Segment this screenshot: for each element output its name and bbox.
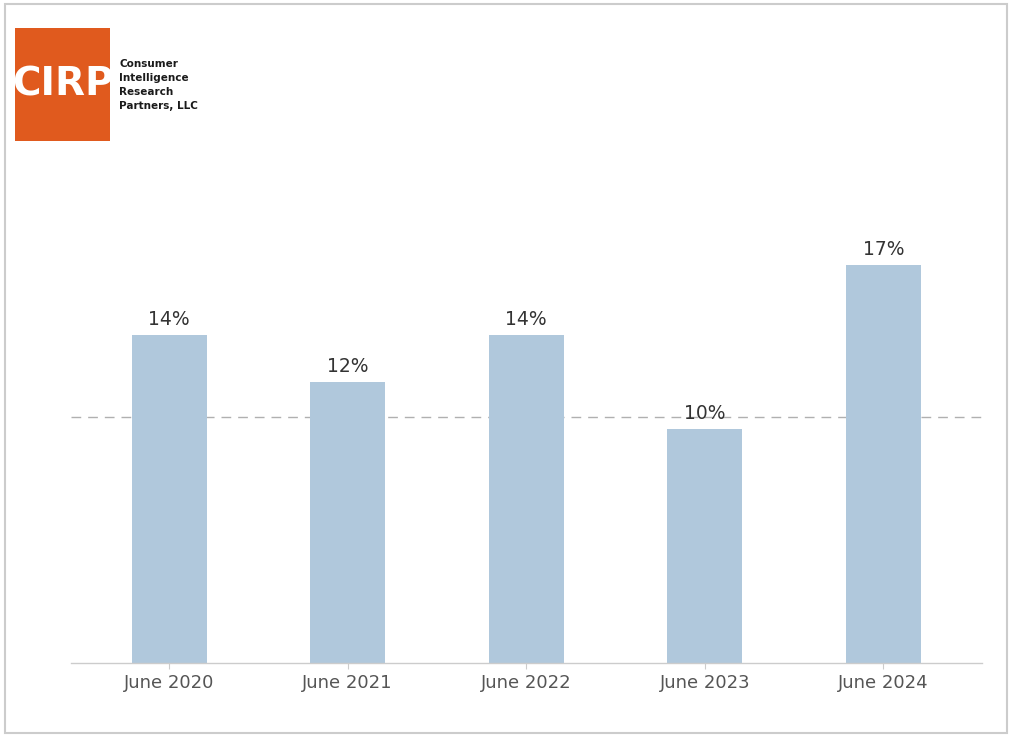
FancyBboxPatch shape: [15, 28, 110, 142]
Text: 17%: 17%: [861, 240, 903, 259]
Text: Consumer
Intelligence
Research
Partners, LLC: Consumer Intelligence Research Partners,…: [119, 59, 198, 111]
Bar: [488, 335, 563, 663]
Bar: [131, 335, 206, 663]
Text: CIRP: CIRP: [12, 66, 113, 104]
Text: 12%: 12%: [327, 357, 368, 377]
Bar: [309, 382, 385, 663]
Bar: [845, 265, 920, 663]
Text: 10%: 10%: [683, 404, 725, 423]
Text: 14%: 14%: [504, 310, 547, 329]
Bar: [666, 429, 742, 663]
Text: 14%: 14%: [148, 310, 190, 329]
